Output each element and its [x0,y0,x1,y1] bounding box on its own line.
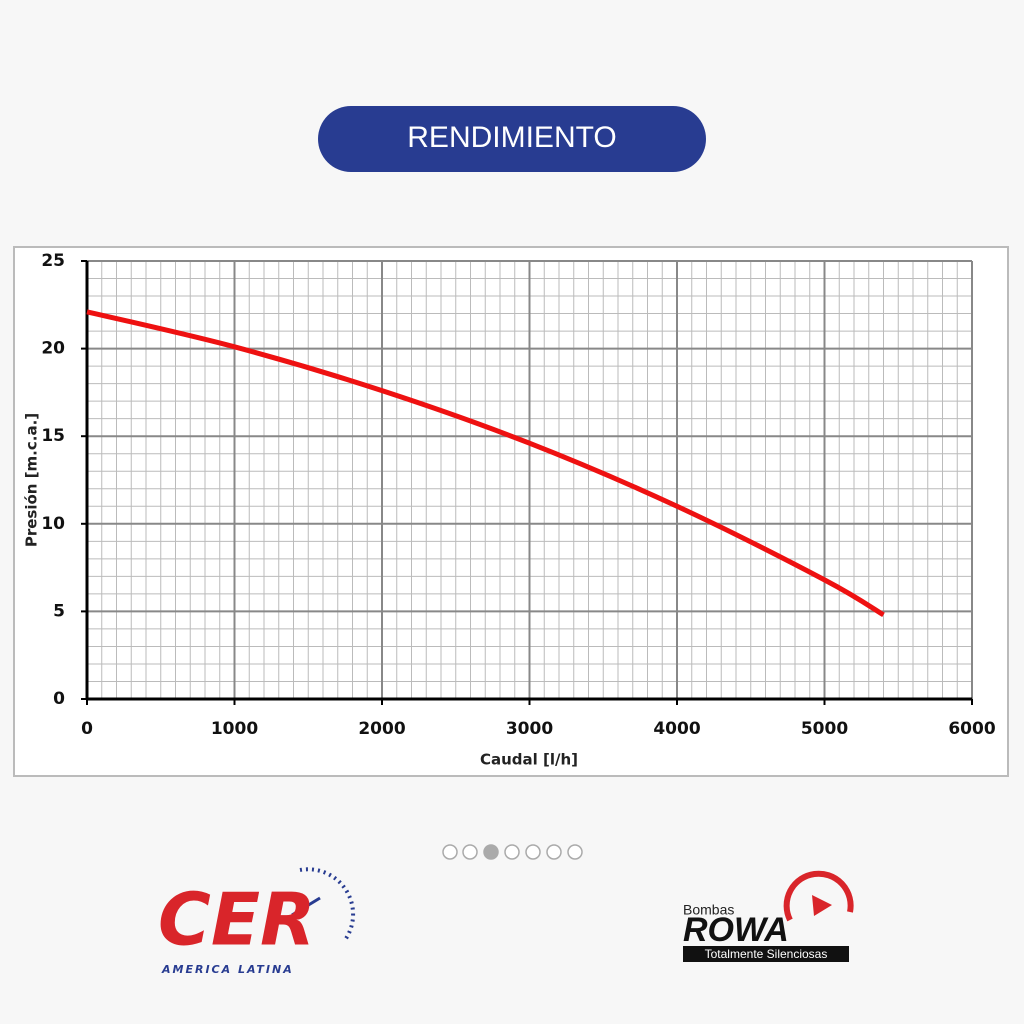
y-tick-label: 20 [41,339,65,359]
cer-sub: AMERICA LATINA [161,963,294,976]
carousel-dots [442,844,583,860]
title-button-text: RENDIMIENTO [407,121,616,154]
title-button[interactable] [318,106,706,172]
y-tick-label: 10 [41,514,65,534]
rowa-bar [683,946,849,962]
gauge-needle [291,896,321,917]
series-line [86,309,885,618]
cer-logo: CER AMERICA LATINA [158,867,356,976]
rowa-sub: Totalmente Silenciosas [705,947,828,961]
y-tick-label: 25 [41,251,65,271]
x-tick-label: 1000 [211,719,258,739]
dot[interactable] [462,844,478,860]
rowa-text: ROWA [683,911,789,949]
dot[interactable] [567,844,583,860]
x-axis-title: Caudal [l/h] [480,751,578,769]
x-tick-label: 5000 [801,719,848,739]
y-tick-label: 5 [53,601,65,621]
rowa-logo: Bombas ROWA Totalmente Silenciosas [683,870,854,962]
plot: 0 1000 2000 3000 4000 5000 6000 0 5 10 15 20 25 [41,251,995,739]
rowa-top: Bombas [683,902,734,918]
dot[interactable] [442,844,458,860]
x-tick-label: 3000 [506,719,553,739]
x-tick-label: 2000 [358,719,405,739]
x-tick-label: 6000 [948,719,995,739]
gauge-arc [299,867,356,942]
cer-text: CER [158,878,315,962]
y-axis-title: Presión [m.c.a.] [23,413,41,547]
dot-active[interactable] [483,844,499,860]
dot[interactable] [504,844,520,860]
x-tick-label: 0 [81,719,93,739]
y-tick-label: 15 [41,426,65,446]
x-tick-label: 4000 [653,719,700,739]
rowa-arrow [812,895,832,916]
dot[interactable] [546,844,562,860]
y-tick-label: 0 [53,689,65,709]
dot[interactable] [525,844,541,860]
rowa-swoosh [783,870,854,922]
chart-box [13,246,1009,777]
